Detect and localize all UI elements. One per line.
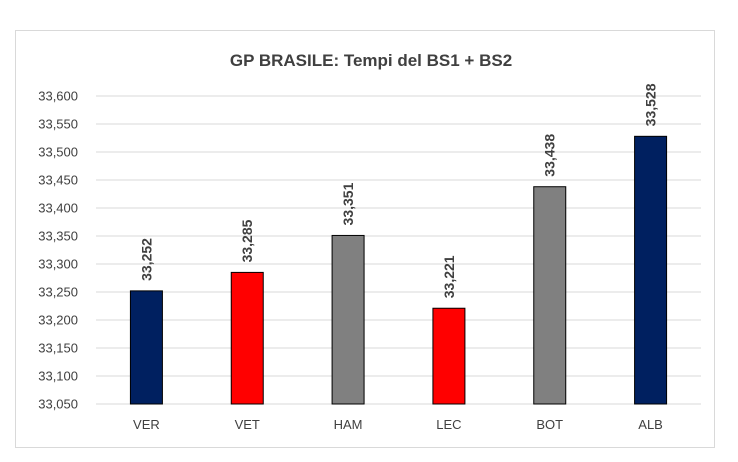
bar-vet: [230, 271, 264, 405]
y-tick-label: 33,300: [38, 257, 78, 272]
x-tick-label: LEC: [436, 417, 461, 432]
y-tick-label: 33,200: [38, 313, 78, 328]
y-tick-label: 33,400: [38, 201, 78, 216]
y-tick-label: 33,100: [38, 369, 78, 384]
y-tick-label: 33,350: [38, 229, 78, 244]
x-tick-label: HAM: [334, 417, 363, 432]
chart-title: GP BRASILE: Tempi del BS1 + BS2: [230, 51, 512, 70]
data-label-bot: 33,438: [542, 134, 558, 177]
y-tick-label: 33,550: [38, 117, 78, 132]
x-tick-label: VER: [133, 417, 160, 432]
x-tick-label: VET: [235, 417, 260, 432]
data-labels: 33,252 33,285 33,351 33,221 33,438 33,528: [138, 83, 658, 298]
x-tick-label: ALB: [638, 417, 663, 432]
data-label-lec: 33,221: [441, 255, 457, 298]
bar-lec: [432, 307, 466, 405]
x-tick-label: BOT: [536, 417, 563, 432]
y-tick-label: 33,050: [38, 397, 78, 412]
bar-chart: GP BRASILE: Tempi del BS1 + BS2 33,05033…: [38, 51, 701, 432]
data-label-alb: 33,528: [643, 83, 659, 126]
data-label-ver: 33,252: [138, 238, 154, 281]
gridlines: [96, 95, 701, 405]
x-axis-categories: VER VET HAM LEC BOT ALB: [133, 417, 663, 432]
bar-bot: [533, 186, 567, 405]
y-tick-label: 33,250: [38, 285, 78, 300]
bar-alb: [634, 135, 668, 405]
bar-ver: [129, 290, 163, 405]
bars: [129, 135, 668, 405]
y-tick-label: 33,450: [38, 173, 78, 188]
data-label-vet: 33,285: [239, 219, 255, 262]
y-axis-ticks: 33,050 33,100 33,150 33,200 33,250 33,300 33,3…: [38, 89, 78, 412]
data-label-ham: 33,351: [340, 182, 356, 225]
chart-frame: GP BRASILE: Tempi del BS1 + BS2 33,050 33…: [15, 30, 715, 448]
bar-ham: [331, 234, 365, 405]
y-tick-label: 33,600: [38, 89, 78, 104]
y-tick-label: 33,500: [38, 145, 78, 160]
y-tick-label: 33,150: [38, 341, 78, 356]
